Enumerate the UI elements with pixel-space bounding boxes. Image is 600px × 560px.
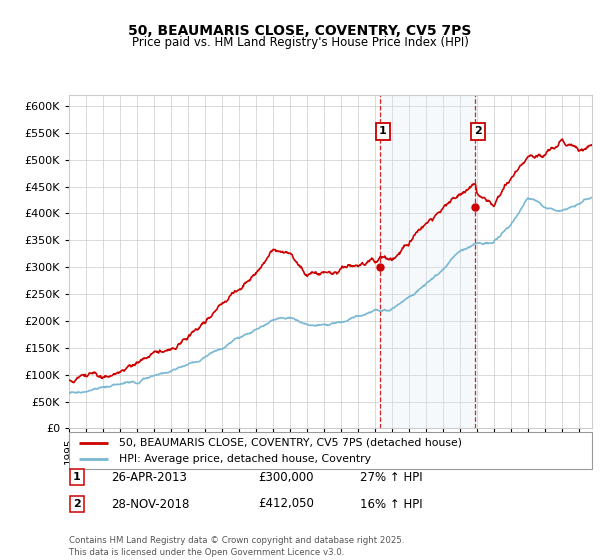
Text: 1: 1 [73, 472, 80, 482]
Text: 27% ↑ HPI: 27% ↑ HPI [360, 470, 422, 484]
Text: HPI: Average price, detached house, Coventry: HPI: Average price, detached house, Cove… [119, 454, 371, 464]
Text: 1: 1 [379, 126, 386, 136]
Text: 50, BEAUMARIS CLOSE, COVENTRY, CV5 7PS (detached house): 50, BEAUMARIS CLOSE, COVENTRY, CV5 7PS (… [119, 437, 462, 447]
Text: 50, BEAUMARIS CLOSE, COVENTRY, CV5 7PS: 50, BEAUMARIS CLOSE, COVENTRY, CV5 7PS [128, 24, 472, 38]
Text: 2: 2 [73, 499, 80, 509]
Bar [380, 95, 475, 428]
Text: 2: 2 [474, 126, 482, 136]
Text: £300,000: £300,000 [258, 470, 314, 484]
Text: 26-APR-2013: 26-APR-2013 [111, 470, 187, 484]
FancyBboxPatch shape [69, 432, 592, 469]
Text: 16% ↑ HPI: 16% ↑ HPI [360, 497, 422, 511]
Text: 28-NOV-2018: 28-NOV-2018 [111, 497, 190, 511]
Text: Contains HM Land Registry data © Crown copyright and database right 2025.
This d: Contains HM Land Registry data © Crown c… [69, 536, 404, 557]
Text: £412,050: £412,050 [258, 497, 314, 511]
Text: Price paid vs. HM Land Registry's House Price Index (HPI): Price paid vs. HM Land Registry's House … [131, 36, 469, 49]
